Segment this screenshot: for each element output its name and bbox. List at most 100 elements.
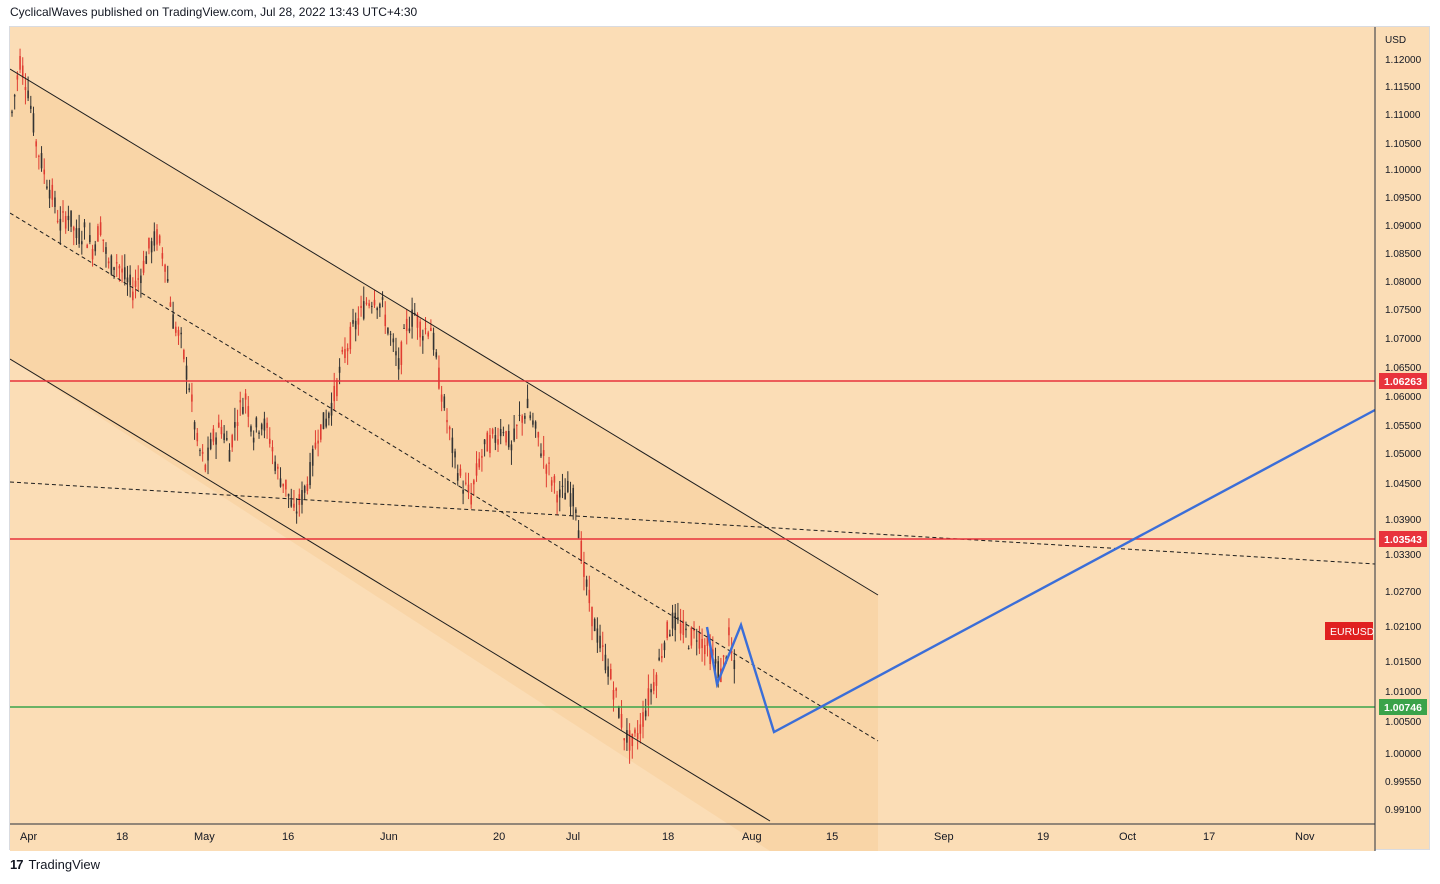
candle-body: [703, 645, 706, 655]
candle-body: [728, 627, 730, 636]
price-tick-label: 0.99100: [1385, 805, 1422, 816]
candle-body: [72, 227, 75, 231]
candle-body: [521, 415, 523, 423]
channel-median-line[interactable]: [9, 212, 879, 742]
projection-path[interactable]: [705, 408, 1376, 734]
candle-body: [341, 350, 344, 352]
candle-body: [322, 412, 325, 429]
candle-body: [349, 326, 352, 350]
candle-body: [188, 388, 191, 391]
price-tick-label: 1.11000: [1385, 110, 1421, 121]
candle-body: [102, 239, 105, 241]
tradingview-logo-icon[interactable]: 17: [10, 857, 24, 872]
candle-body: [360, 305, 362, 308]
candle-body: [591, 606, 593, 627]
price-tick-label: 1.03900: [1385, 515, 1422, 526]
candle-body: [330, 402, 333, 416]
candle-body: [228, 450, 231, 462]
price-tick-label: 1.00500: [1385, 717, 1422, 728]
candle-body: [661, 656, 663, 659]
candle-body: [279, 478, 282, 487]
candle-body: [268, 438, 271, 444]
candle-body: [507, 430, 510, 448]
candle-body: [669, 634, 671, 637]
candle-body: [209, 439, 212, 449]
candle-body: [628, 730, 631, 751]
chart-container[interactable]: 1.12000 1.11500 1.11000 1.10500 1.10000 1.095…: [9, 26, 1431, 851]
candle-body: [180, 332, 182, 335]
candle-body: [266, 422, 268, 428]
time-axis[interactable]: Apr 18 May 16 Jun 20 Jul 18 Aug 15 Sep 19 Oct 17 Nov: [20, 831, 1315, 843]
candle-body: [722, 655, 725, 657]
candle-body: [451, 437, 454, 454]
candle-body: [64, 216, 67, 229]
candle-body: [97, 226, 99, 242]
candle-body: [301, 489, 303, 505]
candle-body: [693, 628, 695, 632]
candle-body: [158, 235, 161, 244]
candle-body: [647, 688, 650, 706]
candle-body: [54, 197, 56, 207]
candle-body: [379, 303, 381, 309]
candle-body: [328, 412, 330, 419]
price-tick-label: 1.05500: [1385, 421, 1422, 432]
time-tick-label: 16: [282, 831, 294, 843]
price-tick-label: 1.10000: [1385, 165, 1422, 176]
channel-lower-line[interactable]: [9, 358, 771, 822]
time-tick-label: 15: [826, 831, 838, 843]
candle-body: [319, 424, 322, 440]
candle-body: [140, 275, 142, 284]
candle-body: [435, 352, 438, 358]
symbol-badge[interactable]: EURUSD: [1325, 622, 1375, 640]
candle-body: [215, 437, 217, 445]
candle-body: [395, 351, 397, 356]
price-axis[interactable]: 1.12000 1.11500 1.11000 1.10500 1.10000 1.095…: [1385, 55, 1422, 816]
price-chart[interactable]: 1.12000 1.11500 1.11000 1.10500 1.10000 1.095…: [9, 27, 1431, 851]
candle-body: [196, 432, 199, 442]
price-label-1-text: 1.06263: [1384, 376, 1422, 388]
candle-body: [234, 422, 236, 428]
candle-body: [714, 659, 717, 664]
currency-label: USD: [1385, 35, 1406, 46]
candle-body: [497, 439, 499, 445]
candle-body: [282, 483, 285, 487]
candle-body: [325, 418, 327, 427]
candle-body: [583, 562, 585, 577]
time-tick-label: 18: [662, 831, 674, 843]
price-label-2-text: 1.03543: [1384, 534, 1422, 546]
channel-fill: [10, 69, 878, 851]
candle-body: [526, 398, 529, 409]
candle-body: [612, 689, 615, 700]
candle-body: [16, 75, 19, 80]
candle-body: [226, 438, 228, 440]
candle-body: [510, 444, 513, 451]
price-tick-label: 1.00000: [1385, 749, 1422, 760]
candle-body: [317, 440, 319, 444]
candle-body: [644, 710, 647, 717]
candle-body: [13, 95, 16, 97]
brand-name[interactable]: TradingView: [28, 857, 101, 872]
candle-body: [432, 332, 435, 350]
candle-body: [51, 184, 54, 200]
candle-body: [569, 493, 572, 507]
candle-body: [556, 494, 558, 503]
candle-body: [91, 248, 94, 260]
price-label-3: 1.00746: [1379, 699, 1427, 715]
candle-body: [564, 492, 566, 500]
candle-body: [561, 485, 564, 487]
candle-body: [524, 415, 526, 419]
candle-body: [201, 451, 204, 454]
candle-body: [239, 400, 242, 403]
candle-body: [166, 279, 169, 282]
candle-body: [123, 267, 126, 280]
candle-body: [204, 464, 207, 471]
long-trend-dashed-line[interactable]: [9, 481, 1376, 565]
price-tick-label: 1.05000: [1385, 449, 1422, 460]
channel-upper-line[interactable]: [9, 68, 879, 596]
candle-body: [698, 632, 701, 649]
candle-body: [674, 612, 677, 631]
candle-body: [636, 733, 639, 739]
candle-body: [231, 435, 233, 448]
candle-body: [132, 291, 134, 301]
candle-body: [553, 476, 556, 483]
